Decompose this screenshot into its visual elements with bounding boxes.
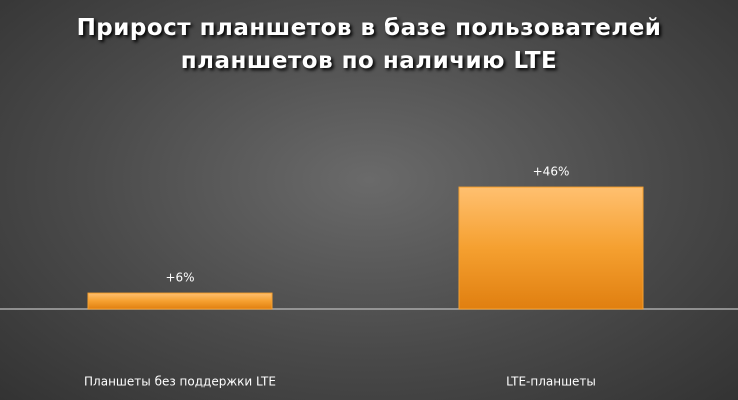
bar	[458, 186, 644, 310]
bar	[87, 292, 273, 310]
value-label: +6%	[165, 271, 194, 285]
chart-title: Прирост планшетов в базе пользователей п…	[76, 15, 662, 74]
x-tick-label: Планшеты без поддержки LTE	[84, 375, 276, 389]
value-label: +46%	[533, 165, 570, 179]
x-tick-label: LTE-планшеты	[506, 375, 596, 389]
